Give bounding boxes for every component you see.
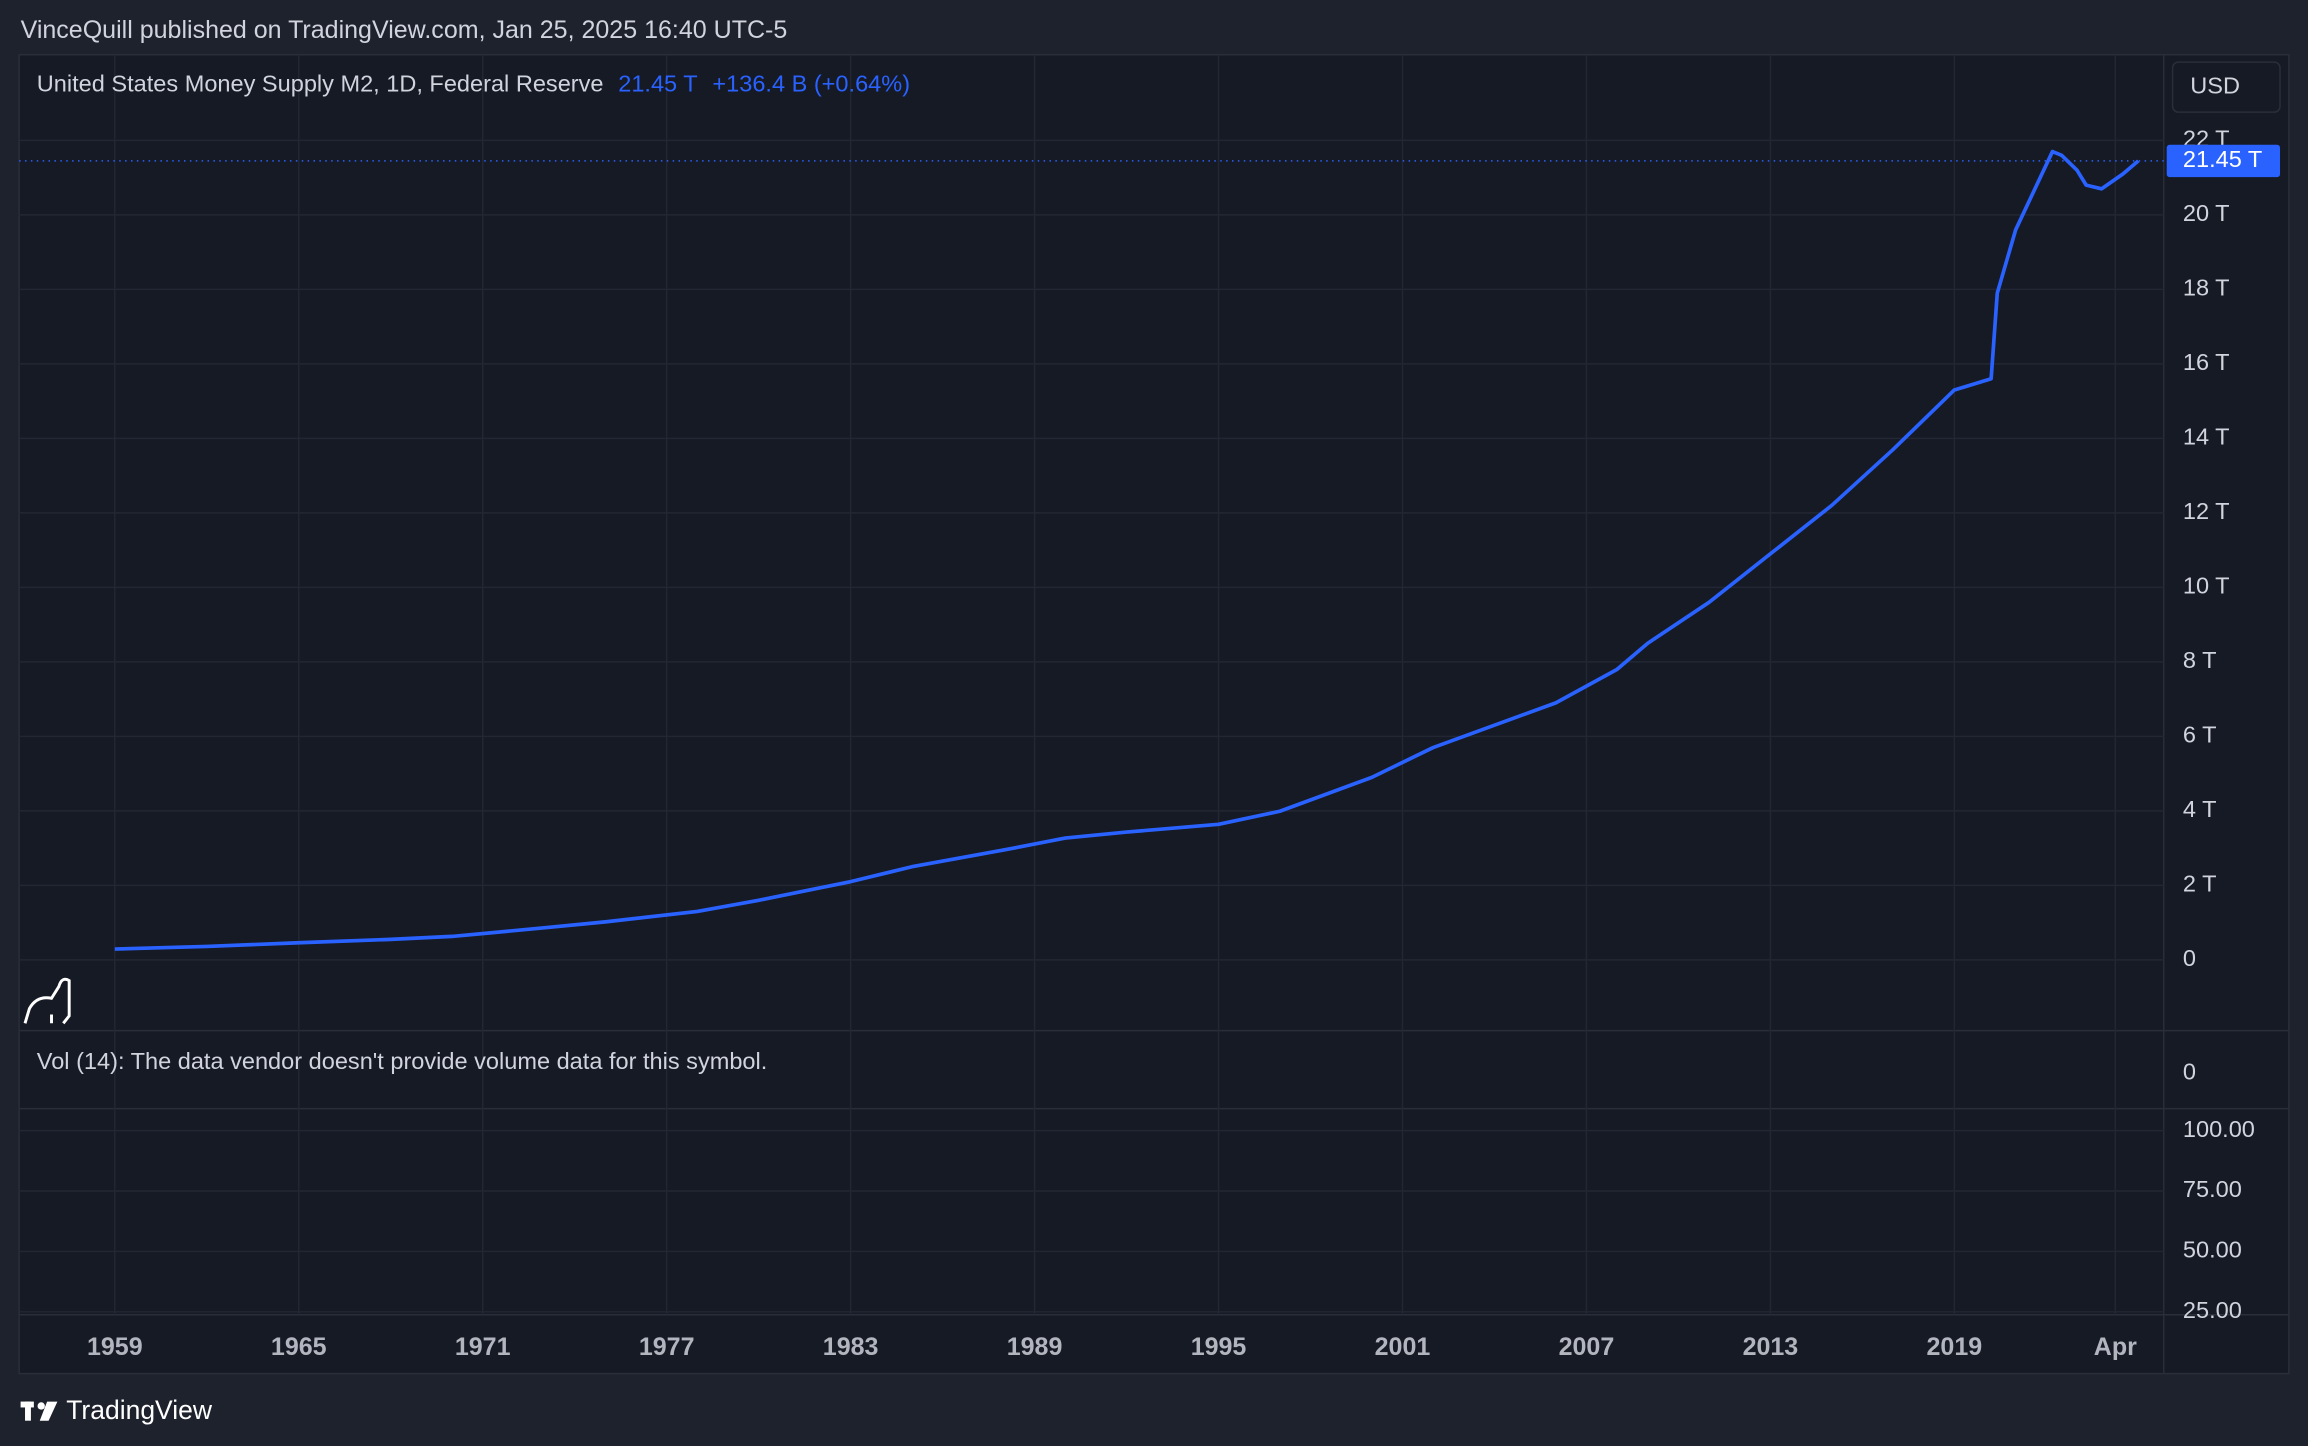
y-tick-label: 16 T: [2183, 349, 2230, 375]
y-tick-label: 25.00: [2183, 1297, 2242, 1323]
y-tick-label: 8 T: [2183, 647, 2217, 673]
legend-value: 21.45 T: [618, 71, 697, 97]
legend-symbol: United States Money Supply M2, 1D, Feder…: [37, 71, 910, 97]
y-tick-label: 75.00: [2183, 1176, 2242, 1202]
x-tick-label: 1989: [1007, 1333, 1063, 1361]
currency-label[interactable]: USD: [2190, 72, 2240, 98]
y-tick-label: 10 T: [2183, 573, 2230, 599]
y-tick-label: 14 T: [2183, 424, 2230, 450]
currency-button[interactable]: [2171, 61, 2281, 113]
y-tick-label: 50.00: [2183, 1237, 2242, 1263]
y-tick-label: 18 T: [2183, 275, 2230, 301]
volume-note: Vol (14): The data vendor doesn't provid…: [37, 1048, 768, 1074]
y-tick-label: 12 T: [2183, 498, 2230, 524]
chart-frame: [18, 54, 2290, 1375]
y-tick-label: 20 T: [2183, 200, 2230, 226]
logo-icon: [23, 977, 71, 1025]
price-badge-label: 21.45 T: [2183, 146, 2262, 172]
x-tick-label: 1959: [87, 1333, 143, 1361]
x-tick-label: 2001: [1375, 1333, 1431, 1361]
y-tick-label: 4 T: [2183, 796, 2217, 822]
x-tick-label: 1983: [823, 1333, 879, 1361]
y-tick-label: 2 T: [2183, 871, 2217, 897]
brand-logo: [20, 1401, 58, 1421]
x-tick-label: 1995: [1191, 1333, 1247, 1361]
x-tick-label: Apr: [2094, 1333, 2137, 1361]
x-tick-label: 1971: [455, 1333, 511, 1361]
y-tick-label: 0: [2183, 1059, 2196, 1085]
x-tick-label: 2013: [1743, 1333, 1799, 1361]
brand-name: TradingView: [66, 1395, 213, 1425]
y-tick-label: 6 T: [2183, 722, 2217, 748]
price-badge: [2166, 144, 2281, 178]
legend-change: +136.4 B (+0.64%): [712, 71, 910, 97]
x-tick-label: 1965: [271, 1333, 327, 1361]
x-tick-label: 1977: [639, 1333, 695, 1361]
x-tick-label: 2019: [1927, 1333, 1983, 1361]
header: VinceQuill published on TradingView.com,…: [21, 16, 788, 44]
data-line: [114, 149, 2140, 951]
legend-symbol: United States Money Supply M2, 1D, Feder…: [37, 71, 604, 97]
y-tick-label: 100.00: [2183, 1116, 2255, 1142]
y-tick-label: 0: [2183, 945, 2196, 971]
x-tick-label: 2007: [1559, 1333, 1615, 1361]
